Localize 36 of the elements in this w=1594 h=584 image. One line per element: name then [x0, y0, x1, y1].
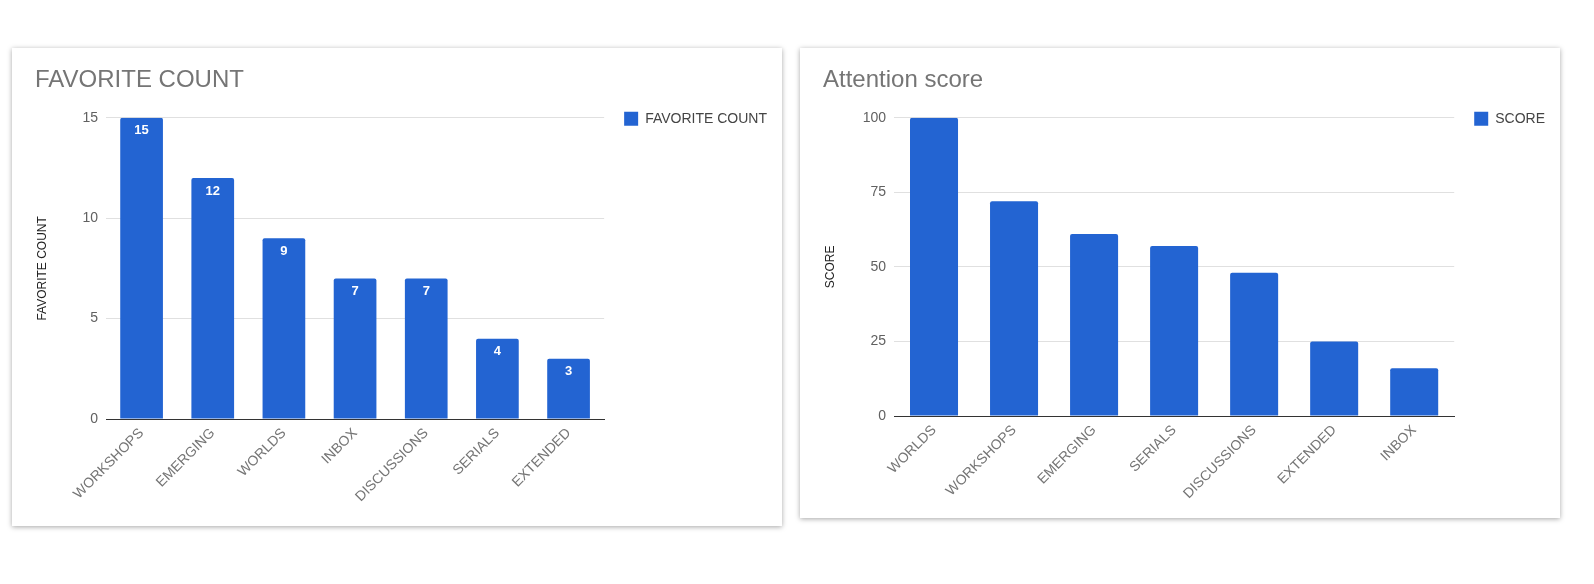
y-tick-label: 15	[82, 108, 99, 125]
data-label: 12	[205, 182, 220, 198]
y-tick-label: 100	[862, 108, 887, 125]
bar	[1390, 368, 1439, 416]
bar	[191, 178, 235, 419]
data-label: 7	[351, 283, 359, 299]
y-tick-label: 0	[878, 406, 887, 423]
bar	[1310, 341, 1359, 416]
chart-title: Attention score	[823, 65, 984, 93]
y-tick-label: 50	[870, 257, 887, 274]
data-label: 7	[422, 283, 430, 299]
bar	[333, 278, 377, 419]
chart-title: FAVORITE COUNT	[35, 65, 245, 93]
bar	[1070, 234, 1119, 416]
bar	[404, 278, 448, 419]
legend-label: SCORE	[1495, 109, 1546, 126]
bar	[476, 338, 519, 419]
y-tick-label: 10	[82, 209, 99, 226]
data-label: 3	[564, 363, 573, 379]
bar	[1230, 272, 1279, 416]
bar	[547, 358, 590, 419]
bar	[910, 117, 959, 416]
data-label: 15	[134, 122, 149, 138]
y-tick-label: 75	[870, 183, 887, 200]
legend-label: FAVORITE COUNT	[645, 109, 768, 126]
bar	[262, 238, 306, 419]
y-axis-title: SCORE	[822, 245, 837, 289]
data-label: 4	[493, 343, 502, 359]
y-tick-label: 25	[870, 332, 887, 349]
bar	[990, 201, 1039, 416]
y-axis-title: FAVORITE COUNT	[34, 215, 49, 321]
y-tick-label: 5	[90, 309, 99, 326]
bar	[1150, 246, 1199, 416]
data-label: 9	[280, 242, 288, 258]
y-tick-label: 0	[90, 409, 99, 426]
bar	[120, 117, 163, 419]
